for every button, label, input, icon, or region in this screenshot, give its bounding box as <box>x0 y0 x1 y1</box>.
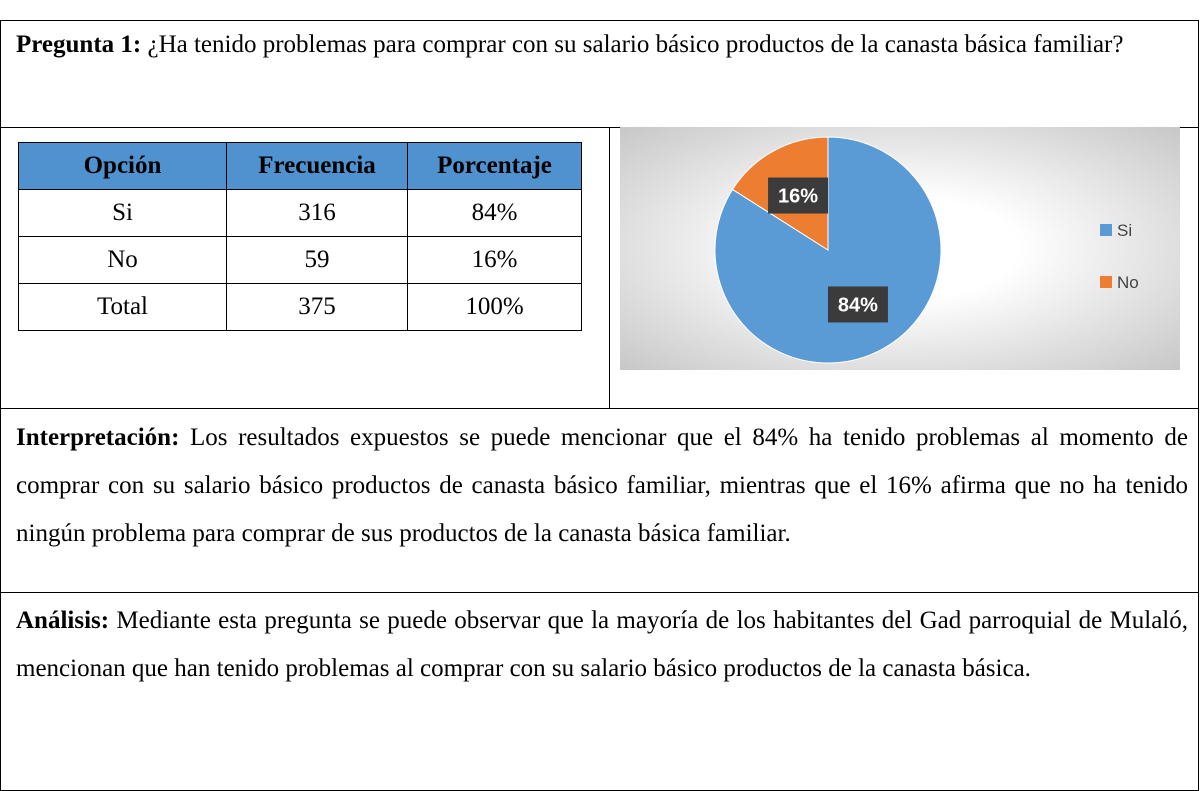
table-cell: No <box>18 236 227 284</box>
table-body: Si 316 84% No 59 16% Total 375 100% <box>18 189 582 331</box>
data-label: 84% <box>838 294 878 316</box>
legend-label: Si <box>1117 221 1132 240</box>
table-row: Total 375 100% <box>18 283 582 331</box>
table-cell: 100% <box>407 283 582 331</box>
label-box <box>768 177 829 214</box>
interpretation: Interpretación: Los resultados expuestos… <box>16 414 1188 558</box>
interpretation-label: Interpretación: <box>16 424 180 451</box>
analysis-text: Mediante esta pregunta se puede observar… <box>16 607 1189 682</box>
header-cell: Frecuencia <box>226 142 408 190</box>
table: Opción Frecuencia Porcentaje Si 316 84% No 59 1… <box>18 142 582 331</box>
legend-label: No <box>1117 273 1139 292</box>
analysis: Análisis: Mediante esta pregunta se pued… <box>16 597 1188 693</box>
table-cell: 59 <box>226 236 408 284</box>
table-cell: 16% <box>407 236 582 284</box>
analysis-label: Análisis: <box>16 607 110 634</box>
table-cell: 316 <box>226 189 408 237</box>
divider <box>609 127 611 409</box>
interpretation-text: Los resultados expuestos se puede mencio… <box>16 424 1188 547</box>
header-cell: Opción <box>18 142 227 190</box>
table-cell: 84% <box>407 189 582 237</box>
legend-swatch <box>1100 276 1112 288</box>
header-row: Opción Frecuencia Porcentaje <box>18 142 582 190</box>
question-label: Pregunta 1: <box>16 31 142 58</box>
legend-swatch <box>1100 224 1112 236</box>
row-border <box>0 408 1199 593</box>
pie-chart: 84% 16% Si No <box>620 127 1180 370</box>
table-cell: 375 <box>226 283 408 331</box>
table-cell: Si <box>18 189 227 237</box>
table-row: Si 316 84% <box>18 189 582 237</box>
data-label: 16% <box>778 186 818 208</box>
row-border <box>0 127 1199 409</box>
table-row: No 59 16% <box>18 236 582 284</box>
question: Pregunta 1: ¿Ha tenido problemas para co… <box>16 21 1188 69</box>
question-text: ¿Ha tenido problemas para comprar con su… <box>147 31 1124 58</box>
table-cell: Total <box>18 283 227 331</box>
header-cell: Porcentaje <box>407 142 582 190</box>
label-box <box>827 286 888 323</box>
